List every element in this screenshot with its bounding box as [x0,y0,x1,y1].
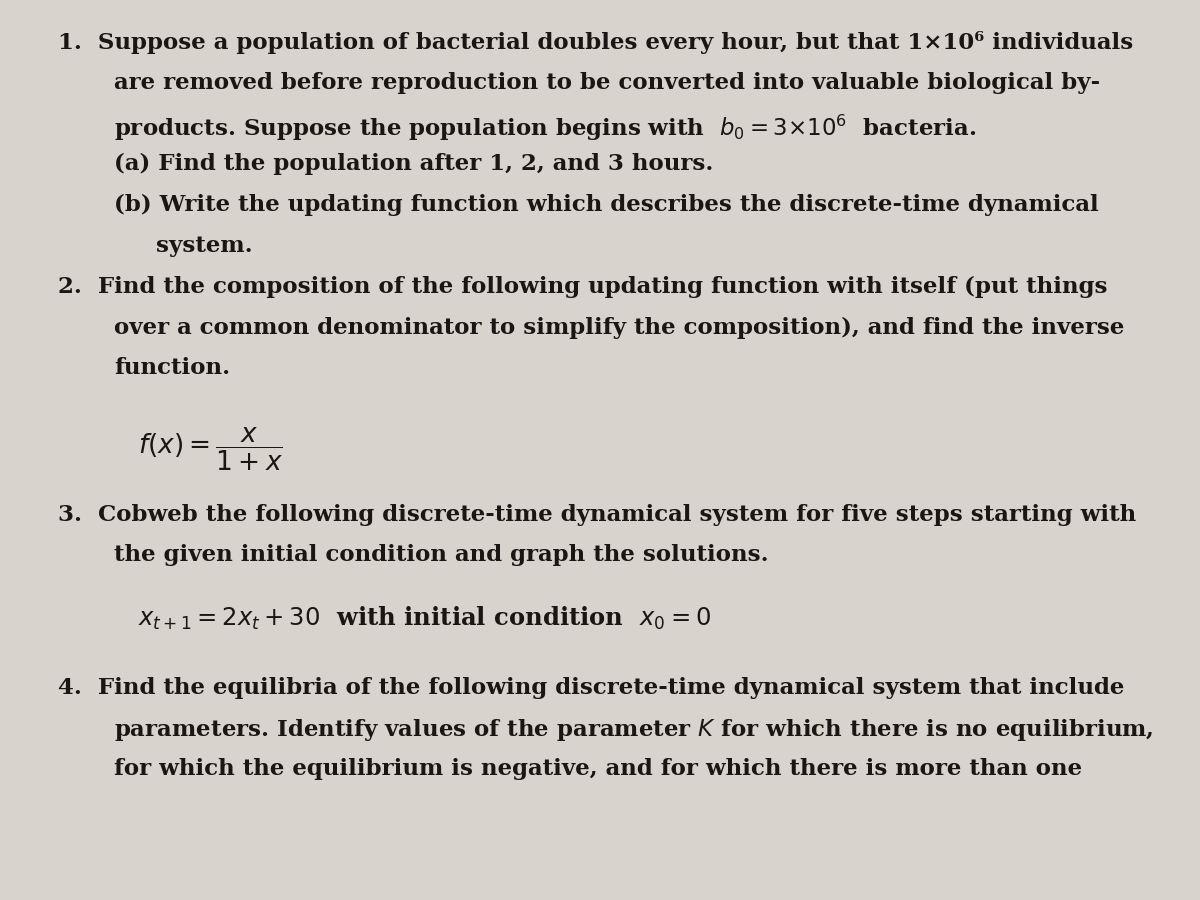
Text: 3.  Cobweb the following discrete-time dynamical system for five steps starting : 3. Cobweb the following discrete-time dy… [58,504,1136,526]
Text: function.: function. [114,357,230,379]
Text: system.: system. [156,235,253,256]
Text: 4.  Find the equilibria of the following discrete-time dynamical system that inc: 4. Find the equilibria of the following … [58,677,1124,698]
Text: are removed before reproduction to be converted into valuable biological by-: are removed before reproduction to be co… [114,72,1100,94]
Text: the given initial condition and graph the solutions.: the given initial condition and graph th… [114,544,769,566]
Text: (b) Write the updating function which describes the discrete-time dynamical: (b) Write the updating function which de… [114,194,1099,217]
Text: (a) Find the population after 1, 2, and 3 hours.: (a) Find the population after 1, 2, and … [114,153,713,176]
Text: $f(x) = \dfrac{x}{1+x}$: $f(x) = \dfrac{x}{1+x}$ [138,426,283,472]
Text: parameters. Identify values of the parameter $K$ for which there is no equilibri: parameters. Identify values of the param… [114,717,1153,743]
Text: over a common denominator to simplify the composition), and find the inverse: over a common denominator to simplify th… [114,317,1124,339]
Text: $x_{t+1} = 2x_t + 30$  with initial condition  $x_0 = 0$: $x_{t+1} = 2x_t + 30$ with initial condi… [138,605,710,632]
Text: 2.  Find the composition of the following updating function with itself (put thi: 2. Find the composition of the following… [58,276,1108,299]
Text: products. Suppose the population begins with  $b_0 = 3{\times}10^6$  bacteria.: products. Suppose the population begins … [114,112,977,143]
Text: 1.  Suppose a population of bacterial doubles every hour, but that 1×10⁶ individ: 1. Suppose a population of bacterial dou… [58,32,1133,55]
Text: for which the equilibrium is negative, and for which there is more than one: for which the equilibrium is negative, a… [114,758,1082,779]
